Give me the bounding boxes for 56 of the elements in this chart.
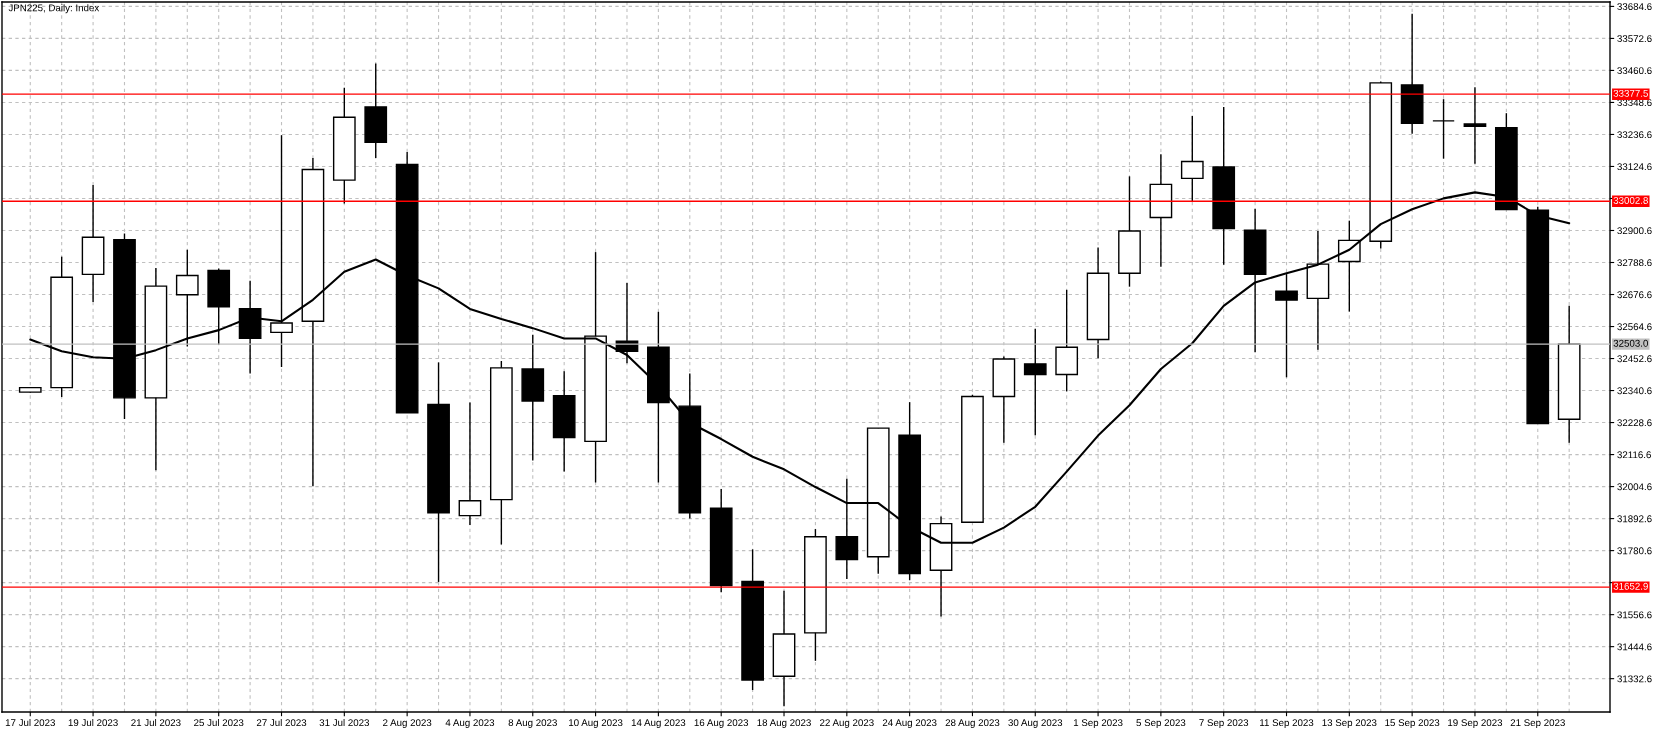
y-tick-label: 32788.6 <box>1617 259 1652 267</box>
x-tick-label: 30 Aug 2023 <box>1008 719 1063 729</box>
x-tick-label: 18 Aug 2023 <box>757 719 811 729</box>
ref-line-label: 31652.9 <box>1613 582 1648 590</box>
y-tick-label: 33684.6 <box>1617 3 1652 11</box>
x-tick-label: 10 Aug 2023 <box>569 719 623 729</box>
x-tick-label: 15 Sep 2023 <box>1385 719 1440 729</box>
candlestick <box>175 249 199 348</box>
x-tick-label: 19 Jul 2023 <box>68 718 118 727</box>
x-tick-label: 13 Sep 2023 <box>1322 719 1377 729</box>
y-tick-label: 32116.6 <box>1617 451 1651 459</box>
x-tick-label: 5 Sep 2023 <box>1136 719 1186 729</box>
y-tick-label: 33572.6 <box>1617 35 1652 43</box>
y-tick-label: 32340.6 <box>1617 387 1652 395</box>
y-tick-label: 31444.6 <box>1617 643 1652 651</box>
candlestick <box>1180 115 1204 202</box>
candlestick <box>458 401 482 526</box>
x-tick-label: 21 Sep 2023 <box>1510 719 1565 729</box>
candlestick <box>1432 98 1455 160</box>
chart-title: JPN225, Daily: Index <box>8 4 100 14</box>
y-tick-label: 32900.6 <box>1617 227 1652 235</box>
candlestick <box>1463 86 1487 165</box>
y-tick-label: 33460.6 <box>1617 67 1652 75</box>
y-tick-label: 32452.6 <box>1617 355 1652 363</box>
ref-line-label: 33002.8 <box>1613 197 1648 204</box>
x-tick-label: 7 Sep 2023 <box>1199 719 1249 729</box>
x-tick-label: 17 Jul 2023 <box>5 718 55 727</box>
x-tick-label: 25 Jul 2023 <box>194 718 244 727</box>
y-tick-label: 31332.6 <box>1617 675 1652 683</box>
y-tick-label: 32564.6 <box>1617 323 1652 331</box>
x-tick-label: 31 Jul 2023 <box>319 718 370 727</box>
x-tick-label: 27 Jul 2023 <box>256 718 307 727</box>
x-tick-label: 16 Aug 2023 <box>694 719 749 729</box>
y-tick-label: 32228.6 <box>1617 419 1652 427</box>
y-tick-label: 33236.6 <box>1617 131 1652 139</box>
ref-line-label: 32503.0 <box>1613 339 1648 347</box>
x-tick-label: 4 Aug 2023 <box>445 719 495 729</box>
ref-line-label: 33377.5 <box>1613 89 1648 97</box>
x-tick-label: 1 Sep 2023 <box>1073 719 1123 729</box>
x-tick-label: 8 Aug 2023 <box>508 719 557 729</box>
x-tick-label: 24 Aug 2023 <box>882 719 937 729</box>
x-tick-label: 21 Jul 2023 <box>131 718 181 727</box>
y-tick-label: 33124.6 <box>1617 163 1652 171</box>
x-tick-label: 2 Aug 2023 <box>383 719 432 729</box>
candlestick <box>1023 328 1047 437</box>
x-tick-label: 22 Aug 2023 <box>820 719 874 729</box>
x-tick-label: 19 Sep 2023 <box>1448 719 1503 729</box>
y-tick-label: 31556.6 <box>1617 611 1652 619</box>
candlestick <box>1275 273 1298 378</box>
y-tick-label: 32004.6 <box>1617 483 1652 491</box>
x-tick-label: 14 Aug 2023 <box>631 719 686 729</box>
x-tick-label: 11 Sep 2023 <box>1260 719 1314 729</box>
x-tick-label: 28 Aug 2023 <box>945 719 1000 729</box>
y-tick-label: 32676.6 <box>1617 291 1652 299</box>
y-tick-label: 31892.6 <box>1617 515 1652 523</box>
y-tick-label: 31780.6 <box>1617 547 1652 555</box>
